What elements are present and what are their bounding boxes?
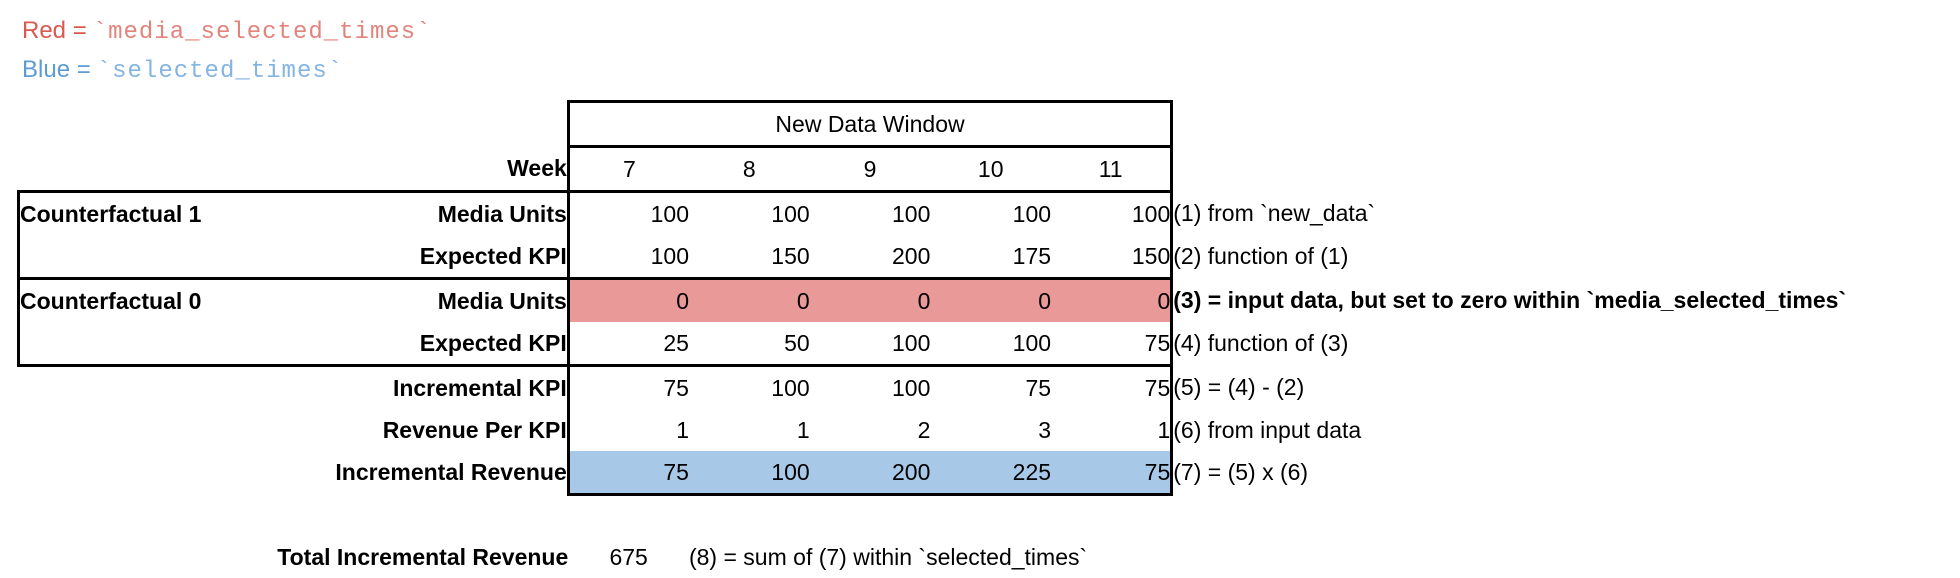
data-cell-red: 0 bbox=[1051, 279, 1172, 323]
group-label-cf1: Counterfactual 1 bbox=[19, 192, 278, 236]
table-row-cf1-expected-kpi: Expected KPI 100 150 200 175 150 (2) fun… bbox=[19, 235, 1960, 279]
data-cell: 100 bbox=[810, 366, 931, 410]
data-cell-blue: 100 bbox=[689, 451, 810, 495]
data-cell: 150 bbox=[689, 235, 810, 279]
data-cell-red: 0 bbox=[930, 279, 1051, 323]
data-cell-blue: 75 bbox=[1051, 451, 1172, 495]
data-cell: 100 bbox=[689, 192, 810, 236]
annotation-7: (7) = (5) x (6) bbox=[1172, 451, 1960, 495]
empty-cell bbox=[19, 322, 278, 366]
annotation-5: (5) = (4) - (2) bbox=[1172, 366, 1960, 410]
data-cell: 3 bbox=[930, 409, 1051, 451]
data-cell: 75 bbox=[1051, 322, 1172, 366]
table-row-window-header: New Data Window bbox=[19, 102, 1960, 147]
week-header: 11 bbox=[1051, 147, 1172, 192]
empty-cell bbox=[19, 147, 278, 192]
data-cell: 75 bbox=[1051, 366, 1172, 410]
legend: Red =`media_selected_times` Blue =`selec… bbox=[22, 12, 432, 90]
data-cell: 2 bbox=[810, 409, 931, 451]
data-cell-red: 0 bbox=[689, 279, 810, 323]
empty-cell bbox=[19, 451, 278, 495]
week-header: 10 bbox=[930, 147, 1051, 192]
annotation-2: (2) function of (1) bbox=[1172, 235, 1960, 279]
week-header: 7 bbox=[568, 147, 689, 192]
row-label: Revenue Per KPI bbox=[277, 409, 568, 451]
data-cell: 200 bbox=[810, 235, 931, 279]
data-cell: 100 bbox=[568, 235, 689, 279]
data-cell: 100 bbox=[810, 192, 931, 236]
data-cell-blue: 200 bbox=[810, 451, 931, 495]
data-cell: 25 bbox=[568, 322, 689, 366]
counterfactual-table: New Data Window Week 7 8 9 10 11 Counter… bbox=[17, 100, 1960, 578]
empty-cell bbox=[19, 235, 278, 279]
data-cell: 100 bbox=[1051, 192, 1172, 236]
week-label: Week bbox=[277, 147, 568, 192]
week-header: 8 bbox=[689, 147, 810, 192]
row-label: Media Units bbox=[277, 279, 568, 323]
row-label: Incremental KPI bbox=[277, 366, 568, 410]
data-cell: 175 bbox=[930, 235, 1051, 279]
data-cell: 100 bbox=[689, 366, 810, 410]
spacer-row bbox=[19, 495, 1960, 537]
row-label: Expected KPI bbox=[277, 235, 568, 279]
empty-cell bbox=[19, 409, 278, 451]
legend-blue-code: `selected_times` bbox=[97, 58, 343, 85]
data-cell: 1 bbox=[568, 409, 689, 451]
legend-red-label: Red = bbox=[22, 17, 87, 44]
total-label: Total Incremental Revenue bbox=[277, 536, 568, 578]
data-cell: 100 bbox=[810, 322, 931, 366]
data-cell: 150 bbox=[1051, 235, 1172, 279]
annotation-4: (4) function of (3) bbox=[1172, 322, 1960, 366]
empty-cell bbox=[1172, 147, 1960, 192]
legend-red-code: `media_selected_times` bbox=[93, 19, 432, 46]
total-value: 675 bbox=[568, 536, 689, 578]
legend-blue-label: Blue = bbox=[22, 56, 91, 83]
data-cell-red: 0 bbox=[568, 279, 689, 323]
empty-cell bbox=[19, 102, 278, 147]
table-row-incremental-revenue: Incremental Revenue 75 100 200 225 75 (7… bbox=[19, 451, 1960, 495]
empty-cell bbox=[277, 102, 568, 147]
table-row-cf1-media-units: Counterfactual 1 Media Units 100 100 100… bbox=[19, 192, 1960, 236]
row-label: Incremental Revenue bbox=[277, 451, 568, 495]
empty-cell bbox=[19, 366, 278, 410]
data-cell: 50 bbox=[689, 322, 810, 366]
data-cell: 1 bbox=[1051, 409, 1172, 451]
data-cell: 100 bbox=[930, 322, 1051, 366]
empty-cell bbox=[1172, 102, 1960, 147]
legend-red-line: Red =`media_selected_times` bbox=[22, 12, 432, 51]
window-header: New Data Window bbox=[568, 102, 1171, 147]
group-label-cf0: Counterfactual 0 bbox=[19, 279, 278, 323]
table-row-cf0-expected-kpi: Expected KPI 25 50 100 100 75 (4) functi… bbox=[19, 322, 1960, 366]
table-row-cf0-media-units: Counterfactual 0 Media Units 0 0 0 0 0 (… bbox=[19, 279, 1960, 323]
data-cell: 100 bbox=[568, 192, 689, 236]
data-cell-blue: 75 bbox=[568, 451, 689, 495]
week-header: 9 bbox=[810, 147, 931, 192]
table-row-total: Total Incremental Revenue 675 (8) = sum … bbox=[19, 536, 1960, 578]
row-label: Media Units bbox=[277, 192, 568, 236]
annotation-8: (8) = sum of (7) within `selected_times` bbox=[689, 536, 1960, 578]
table-row-incremental-kpi: Incremental KPI 75 100 100 75 75 (5) = (… bbox=[19, 366, 1960, 410]
data-cell-blue: 225 bbox=[930, 451, 1051, 495]
data-cell: 100 bbox=[930, 192, 1051, 236]
annotation-1: (1) from `new_data` bbox=[1172, 192, 1960, 236]
annotation-6: (6) from input data bbox=[1172, 409, 1960, 451]
annotation-3: (3) = input data, but set to zero within… bbox=[1172, 279, 1960, 323]
table-row-weeks: Week 7 8 9 10 11 bbox=[19, 147, 1960, 192]
data-cell-red: 0 bbox=[810, 279, 931, 323]
legend-blue-line: Blue =`selected_times` bbox=[22, 51, 432, 90]
table-row-revenue-per-kpi: Revenue Per KPI 1 1 2 3 1 (6) from input… bbox=[19, 409, 1960, 451]
data-cell: 75 bbox=[930, 366, 1051, 410]
empty-cell bbox=[19, 495, 1960, 537]
data-cell: 1 bbox=[689, 409, 810, 451]
data-cell: 75 bbox=[568, 366, 689, 410]
row-label: Expected KPI bbox=[277, 322, 568, 366]
empty-cell bbox=[19, 536, 278, 578]
